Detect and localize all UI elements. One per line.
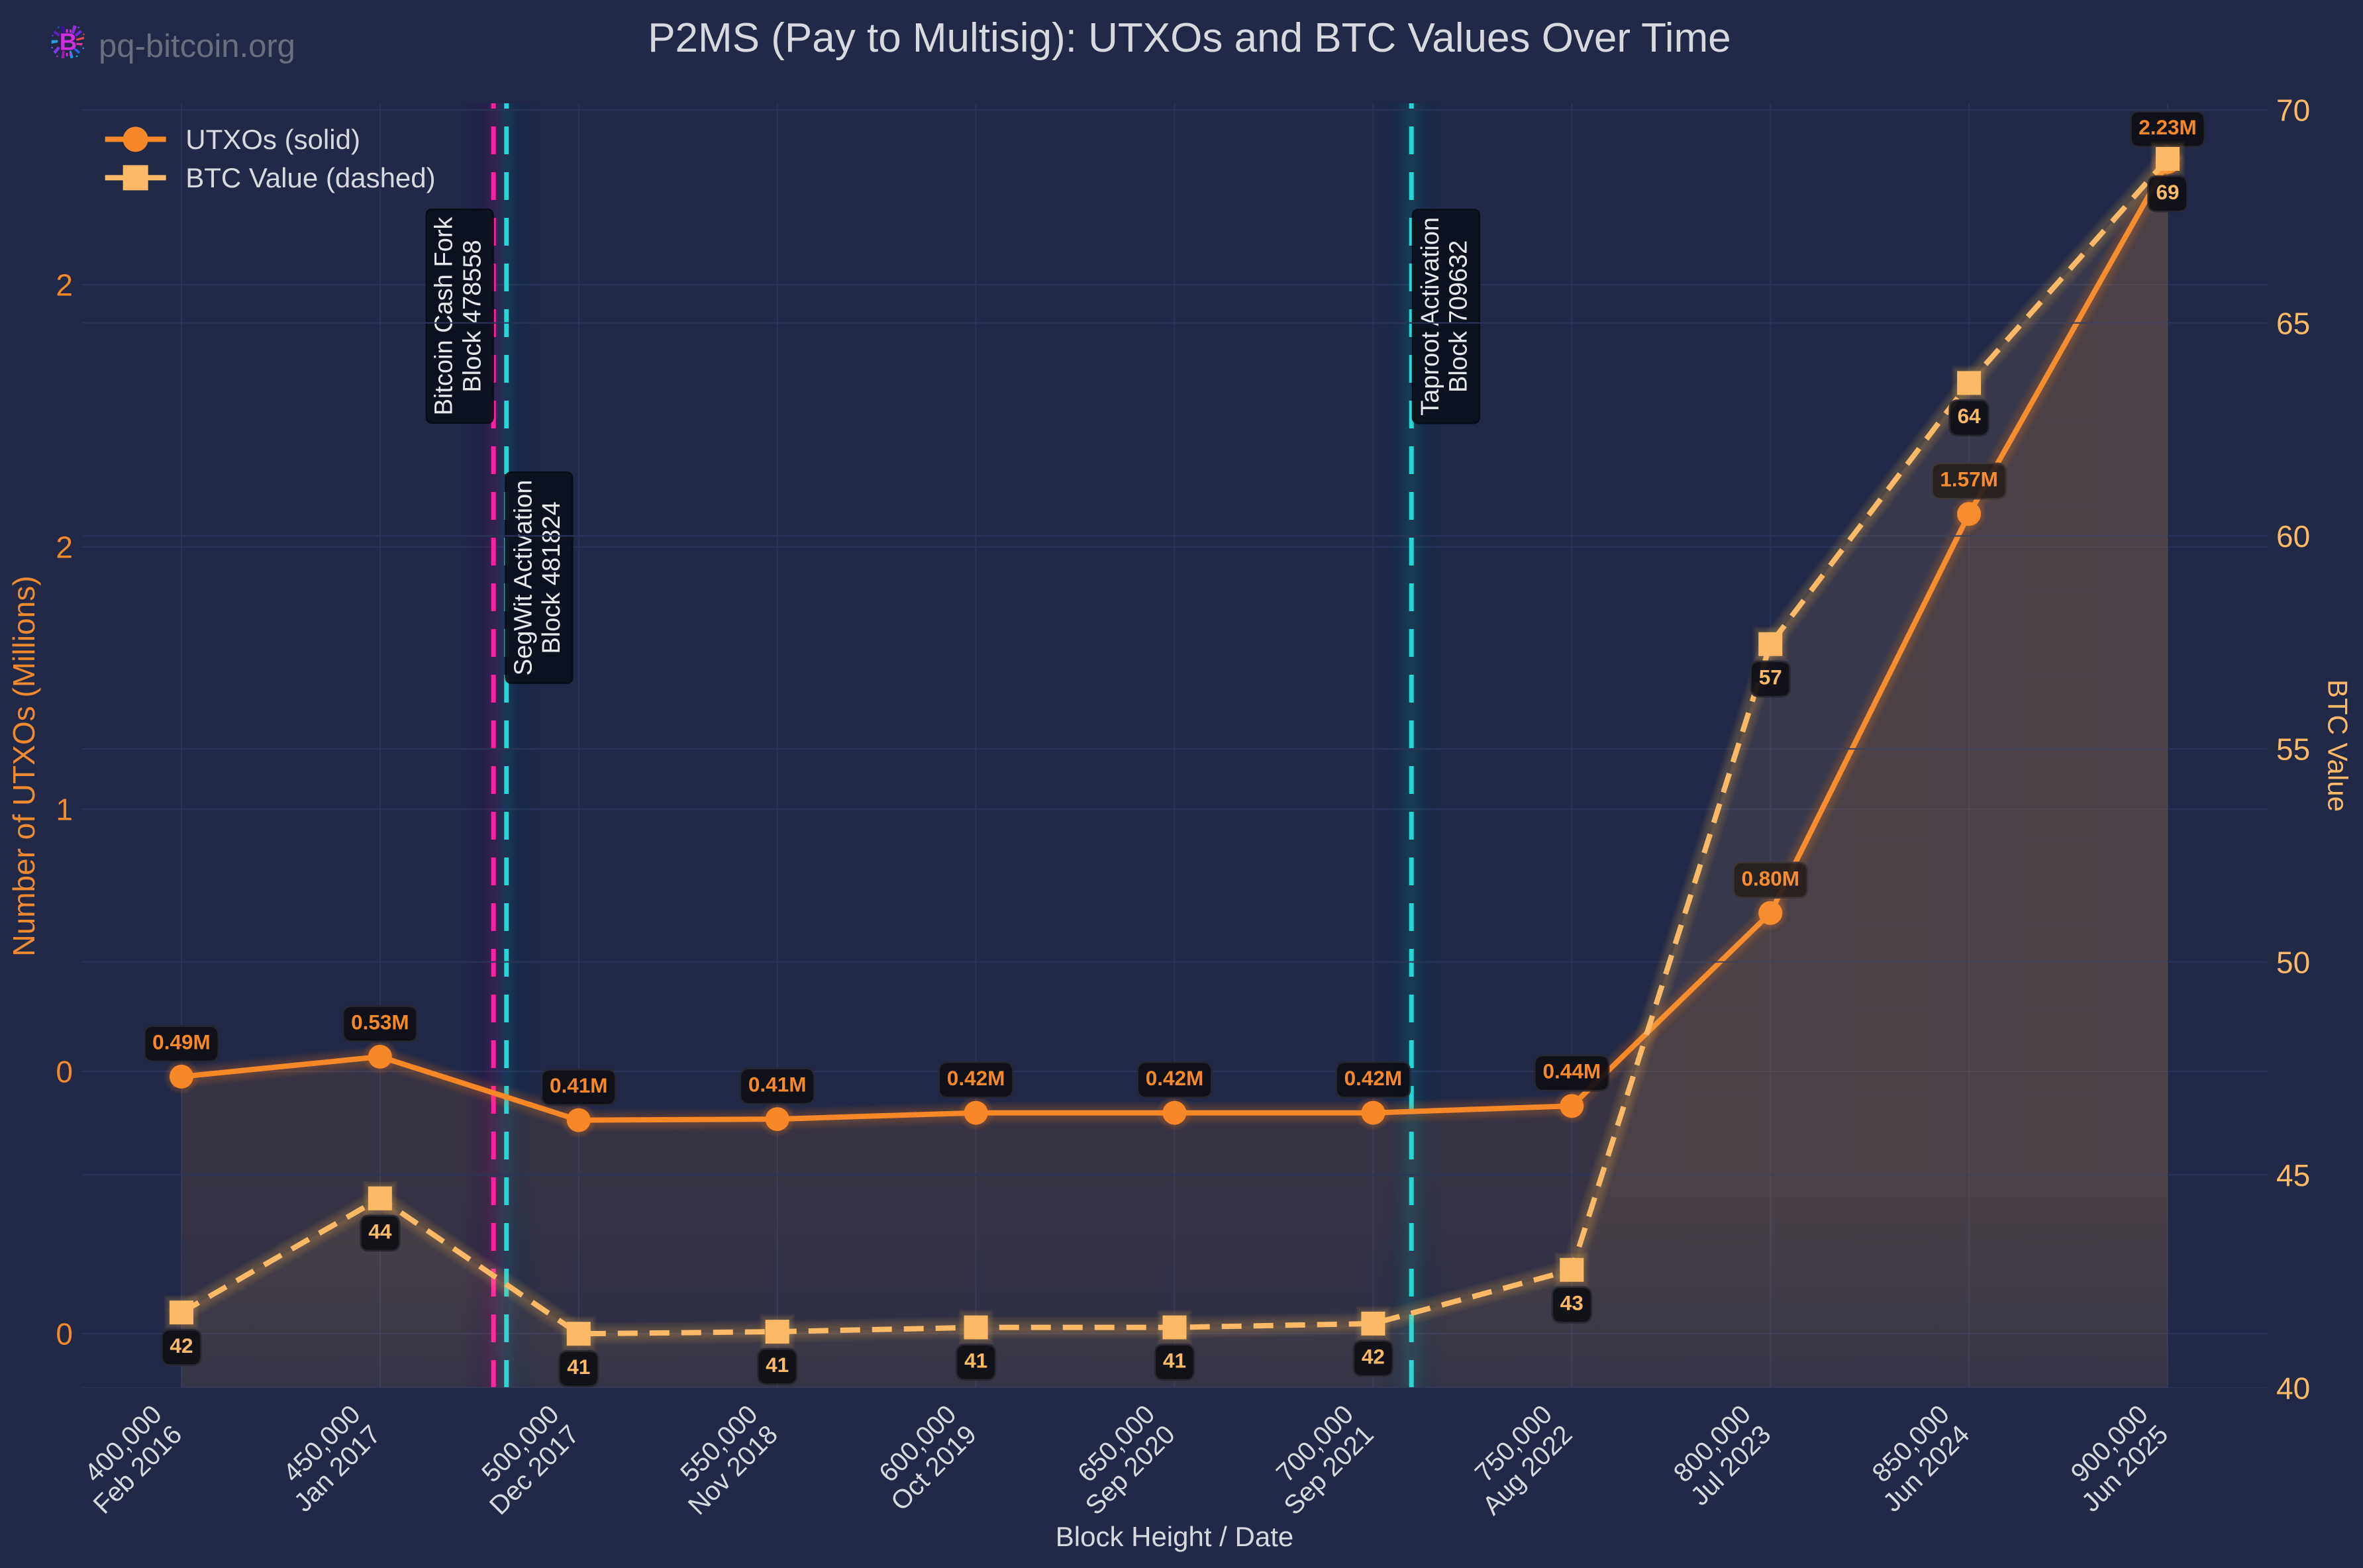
svg-text:BTC Value (dashed): BTC Value (dashed) (185, 162, 435, 193)
svg-text:55: 55 (2276, 732, 2310, 767)
svg-text:0: 0 (56, 1055, 73, 1089)
svg-text:0.41M: 0.41M (550, 1073, 608, 1097)
svg-text:42: 42 (170, 1334, 193, 1357)
svg-text:0.49M: 0.49M (152, 1030, 211, 1054)
svg-text:65: 65 (2276, 306, 2310, 340)
svg-text:2: 2 (56, 530, 73, 565)
svg-text:40: 40 (2276, 1371, 2310, 1406)
svg-text:2.23M: 2.23M (2138, 115, 2197, 139)
svg-text:45: 45 (2276, 1158, 2310, 1193)
svg-text:50: 50 (2276, 945, 2310, 979)
svg-text:41: 41 (964, 1348, 987, 1372)
svg-text:2: 2 (56, 268, 73, 303)
svg-text:41: 41 (567, 1355, 590, 1379)
svg-text:Block 709632: Block 709632 (1445, 240, 1473, 393)
svg-text:60: 60 (2276, 519, 2310, 554)
svg-text:42: 42 (1362, 1345, 1385, 1369)
svg-text:Number of UTXOs (Millions): Number of UTXOs (Millions) (7, 575, 41, 956)
svg-text:57: 57 (1759, 665, 1782, 689)
svg-text:41: 41 (1163, 1348, 1186, 1372)
svg-text:44: 44 (368, 1220, 392, 1244)
svg-text:Bitcoin Cash Fork: Bitcoin Cash Fork (430, 217, 458, 416)
svg-text:0.41M: 0.41M (748, 1073, 807, 1097)
svg-text:0: 0 (56, 1317, 73, 1351)
svg-text:Block 481824: Block 481824 (538, 501, 566, 654)
svg-text:0.42M: 0.42M (947, 1066, 1005, 1090)
svg-text:1: 1 (56, 793, 73, 827)
svg-text:0.42M: 0.42M (1344, 1066, 1403, 1090)
svg-text:B: B (60, 28, 77, 55)
svg-text:0.42M: 0.42M (1146, 1066, 1204, 1090)
svg-text:Taproot Activation: Taproot Activation (1417, 217, 1444, 416)
svg-text:pq-bitcoin.org: pq-bitcoin.org (99, 28, 295, 64)
svg-text:43: 43 (1560, 1291, 1584, 1315)
svg-text:0.53M: 0.53M (351, 1010, 409, 1034)
svg-text:Block 478558: Block 478558 (458, 240, 486, 392)
svg-text:P2MS (Pay to Multisig): UTXOs: P2MS (Pay to Multisig): UTXOs and BTC Va… (648, 15, 1731, 61)
svg-text:Block Height / Date: Block Height / Date (1056, 1521, 1294, 1552)
svg-text:SegWit Activation: SegWit Activation (509, 480, 537, 676)
svg-text:0.44M: 0.44M (1543, 1059, 1601, 1083)
svg-text:41: 41 (766, 1353, 789, 1377)
svg-text:70: 70 (2276, 93, 2310, 128)
svg-text:BTC Value: BTC Value (2323, 679, 2354, 812)
svg-text:UTXOs (solid): UTXOs (solid) (185, 124, 360, 155)
svg-text:69: 69 (2156, 180, 2180, 204)
svg-text:64: 64 (1958, 404, 1982, 428)
